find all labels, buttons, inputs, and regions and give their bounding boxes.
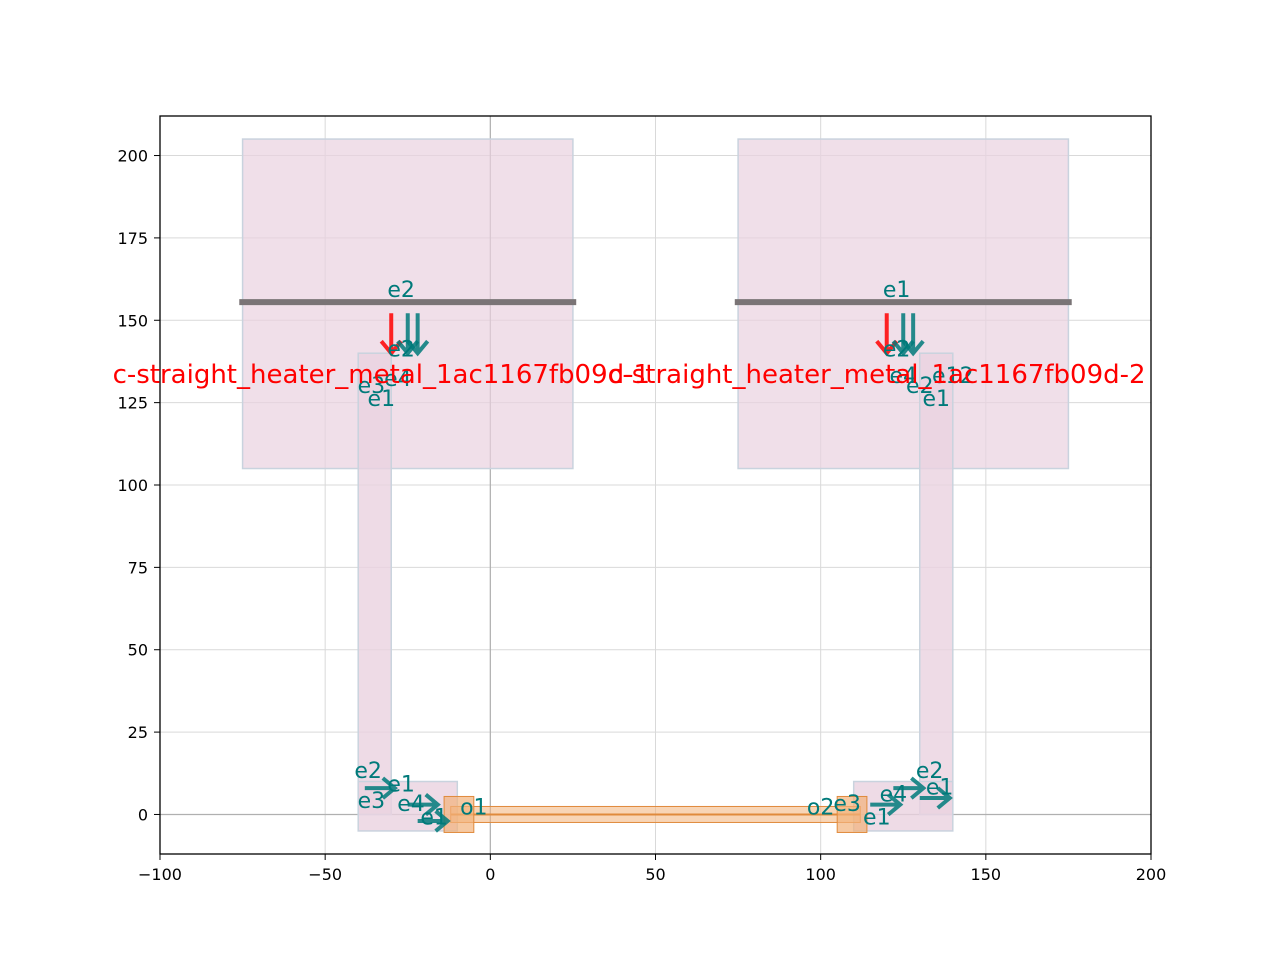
port-label: e1: [368, 387, 396, 412]
port-arrow-2: [396, 313, 420, 357]
y-tick-label: 50: [128, 641, 148, 660]
port-arrow-bottom-4: [870, 793, 904, 817]
y-tick-label: 100: [117, 476, 148, 495]
port-label: e2: [354, 759, 382, 784]
x-axis-ticks: −100 −50 0 50 100 150 200: [138, 854, 1166, 884]
x-tick-label: 0: [485, 865, 495, 884]
port-label: e1: [926, 776, 954, 801]
port-label: e1: [863, 805, 891, 830]
x-tick-label: −50: [308, 865, 342, 884]
x-tick-label: 200: [1136, 865, 1167, 884]
instance-label-2: c-straight_heater_metal_1ac1167fb09d-2: [608, 360, 1146, 390]
x-tick-label: −100: [138, 865, 182, 884]
route-left: [357, 352, 392, 816]
port-label: e1: [883, 278, 911, 303]
y-tick-label: 75: [128, 558, 148, 577]
port-label: o2: [807, 795, 834, 820]
instance-label-1: c-straight_heater_metal_1ac1167fb09d-1: [113, 360, 651, 390]
port-label: e1: [420, 805, 448, 830]
port-label: e1: [387, 772, 415, 797]
route-right: [919, 352, 954, 816]
port-arrow-bottom-1: [364, 776, 398, 800]
y-tick-label: 150: [117, 311, 148, 330]
port-arrow-4: [875, 313, 899, 357]
port-arrow-bottom-3: [417, 809, 451, 833]
port-label: e4: [880, 782, 908, 807]
port-arrow-bottom-5: [893, 776, 927, 800]
x-tick-label: 100: [805, 865, 836, 884]
y-axis-ticks: 0 25 50 75 100 125 150 175 200: [117, 147, 160, 824]
port-label: e3: [833, 792, 861, 817]
y-tick-label: 200: [117, 147, 148, 166]
x-tick-label: 50: [645, 865, 665, 884]
port-label: e3: [358, 789, 386, 814]
port-label: o1: [460, 795, 487, 820]
waveguide-taper-2: [836, 795, 868, 833]
port-label: e3: [358, 374, 386, 399]
port-label: e2: [883, 338, 911, 363]
port-label: e4: [889, 364, 917, 389]
y-tick-label: 125: [117, 394, 148, 413]
y-tick-label: 25: [128, 723, 148, 742]
port-arrow-bottom-2: [407, 793, 441, 817]
port-label: e4: [384, 367, 412, 392]
port-label: e2: [387, 338, 415, 363]
port-label: e2: [906, 374, 934, 399]
port-label: e1: [923, 387, 951, 412]
port-label: e2: [916, 759, 944, 784]
y-tick-label: 175: [117, 229, 148, 248]
port-arrow-1: [379, 313, 403, 357]
y-tick-label: 0: [138, 805, 148, 824]
port-arrow-5: [891, 313, 915, 357]
waveguide-taper-1: [443, 795, 475, 833]
port-arrow-bottom-6: [919, 786, 953, 810]
x-tick-label: 150: [971, 865, 1002, 884]
port-markers: [364, 313, 953, 833]
port-label: e4: [397, 792, 425, 817]
port-label: e2: [387, 278, 415, 303]
port-arrow-3: [406, 313, 430, 357]
port-arrow-6: [901, 313, 925, 357]
port-label: e12: [932, 364, 974, 389]
